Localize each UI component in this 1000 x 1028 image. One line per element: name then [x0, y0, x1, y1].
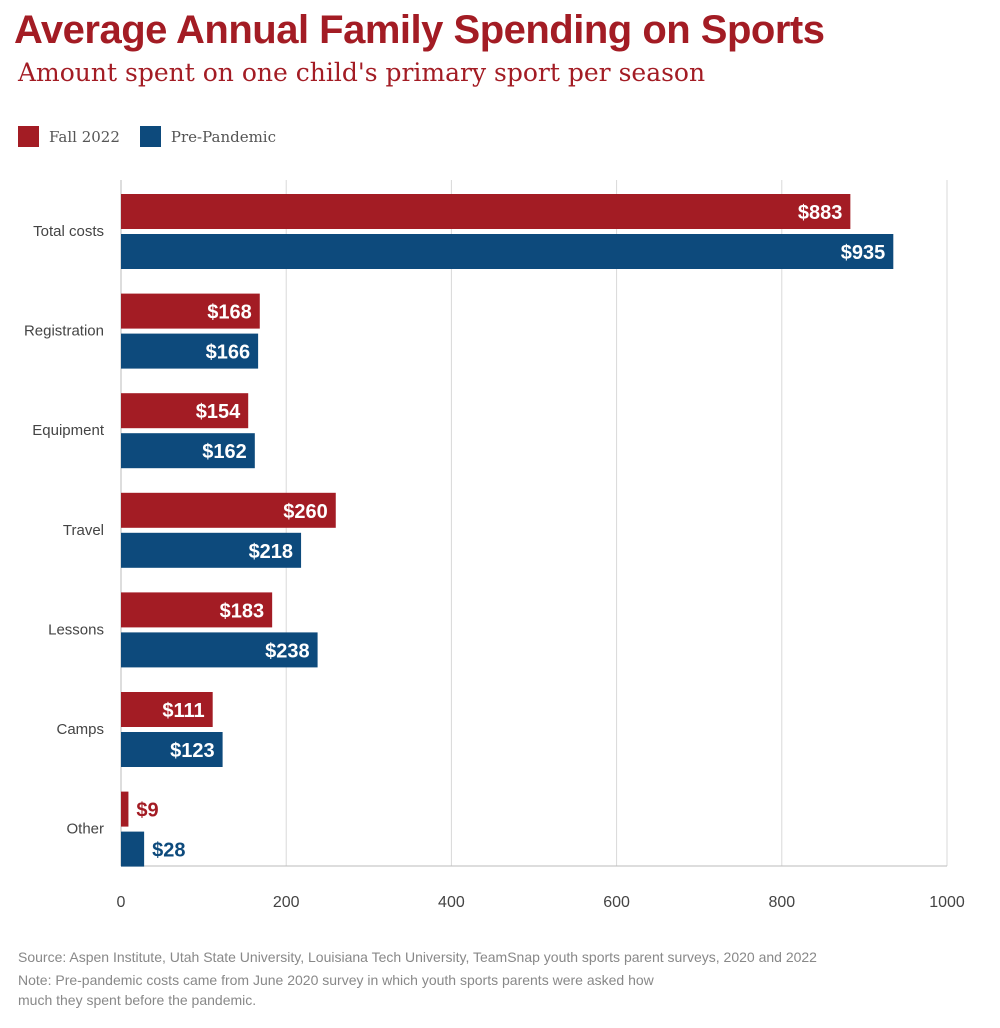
category-label: Lessons — [48, 621, 104, 638]
bar-fall-2022 — [121, 293, 260, 329]
bar-fall-2022 — [121, 492, 336, 528]
data-label: $883 — [798, 202, 843, 224]
footnote-line-1: Note: Pre-pandemic costs came from June … — [18, 972, 654, 988]
data-label: $238 — [265, 640, 310, 662]
bar-pre-pandemic — [121, 831, 145, 867]
x-tick-label: 200 — [273, 894, 300, 911]
x-tick-label: 0 — [117, 894, 126, 911]
x-tick-label: 400 — [438, 894, 465, 911]
data-label: $166 — [206, 342, 251, 364]
legend-item-pre-pandemic: Pre-Pandemic — [139, 126, 277, 147]
x-tick-label: 600 — [603, 894, 630, 911]
bar-pre-pandemic — [121, 532, 302, 568]
bar-pre-pandemic — [121, 632, 318, 668]
data-label: $260 — [283, 501, 328, 523]
data-label: $28 — [152, 840, 185, 862]
bar-fall-2022 — [121, 791, 129, 827]
data-label: $168 — [207, 302, 252, 324]
bar-fall-2022 — [121, 692, 213, 727]
legend-label: Pre-Pandemic — [170, 127, 277, 146]
bar-fall-2022 — [121, 194, 851, 229]
footnote-line-2: much they spent before the pandemic. — [18, 992, 257, 1008]
category-label: Travel — [63, 522, 104, 539]
x-tick-label: 800 — [768, 894, 795, 911]
source-note: Source: Aspen Institute, Utah State Univ… — [18, 949, 817, 965]
data-label: $162 — [202, 441, 247, 463]
category-label: Registration — [24, 323, 104, 340]
bar-fall-2022 — [121, 393, 249, 429]
data-label: $218 — [249, 541, 294, 563]
chart-title: Average Annual Family Spending on Sports — [14, 8, 825, 52]
bar-pre-pandemic — [121, 333, 259, 369]
bar-fall-2022 — [121, 592, 273, 628]
data-label: $111 — [162, 700, 204, 722]
data-label: $9 — [136, 800, 158, 822]
bar-pre-pandemic — [121, 433, 255, 469]
data-label: $154 — [196, 401, 241, 423]
bar-pre-pandemic — [121, 732, 223, 767]
legend-swatch — [139, 126, 161, 147]
bar-pre-pandemic — [121, 234, 894, 269]
data-label: $935 — [841, 242, 886, 264]
legend: Fall 2022 Pre-Pandemic — [18, 126, 296, 147]
legend-label: Fall 2022 — [49, 127, 120, 146]
legend-swatch — [18, 126, 39, 147]
category-label: Total costs — [33, 223, 104, 240]
category-label: Equipment — [32, 422, 105, 439]
data-label: $183 — [220, 600, 265, 622]
category-label: Other — [66, 821, 104, 838]
category-label: Camps — [56, 721, 104, 738]
legend-item-fall-2022: Fall 2022 — [18, 126, 120, 147]
data-label: $123 — [170, 740, 215, 762]
x-tick-label: 1000 — [929, 894, 965, 911]
chart-subtitle: Amount spent on one child's primary spor… — [18, 58, 706, 87]
